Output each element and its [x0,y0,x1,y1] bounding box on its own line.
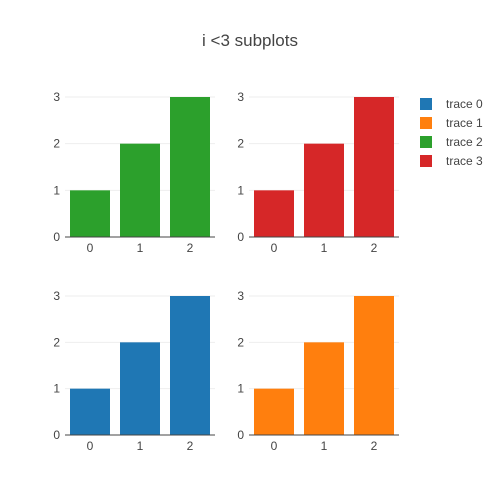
x-tick-label: 0 [271,241,278,255]
legend-label: trace 3 [446,154,483,168]
x-tick-label: 1 [137,241,144,255]
subplot-top-right: 0 1 2 3 0 1 2 [237,90,399,255]
y-tick-label: 2 [237,137,244,151]
x-tick-label: 0 [87,241,94,255]
y-tick-label: 2 [53,137,60,151]
y-tick-label: 3 [53,289,60,303]
legend-swatch [420,155,432,167]
legend-item[interactable]: trace 2 [420,135,483,149]
x-tick-label: 2 [187,439,194,453]
bar [70,388,110,435]
x-tick-label: 0 [271,439,278,453]
y-tick-label: 0 [53,230,60,244]
bar [70,190,110,237]
y-tick-label: 1 [237,382,244,396]
subplot-bottom-left: 0 1 2 3 0 1 2 [53,289,215,453]
legend-item[interactable]: trace 0 [420,97,483,111]
legend-label: trace 2 [446,135,483,149]
bar [304,143,344,237]
legend-swatch [420,136,432,148]
bar [120,143,160,237]
bar [354,296,394,435]
bar [304,342,344,435]
bar [170,97,210,237]
legend-item[interactable]: trace 3 [420,154,483,168]
x-tick-label: 2 [371,439,378,453]
y-tick-label: 1 [53,183,60,197]
x-tick-label: 2 [371,241,378,255]
y-tick-label: 3 [237,289,244,303]
subplots-group: 0 1 2 3 0 1 2 0 1 2 3 0 1 2 0 1 2 3 0 1 2 0 1 2 3 0 1 2 [53,90,399,453]
bar [120,342,160,435]
subplot-bottom-right: 0 1 2 3 0 1 2 [237,289,399,453]
y-tick-label: 0 [53,428,60,442]
bar [354,97,394,237]
legend-label: trace 1 [446,116,483,130]
x-tick-label: 1 [137,439,144,453]
subplot-top-left: 0 1 2 3 0 1 2 [53,90,215,255]
bar [170,296,210,435]
y-tick-label: 3 [237,90,244,104]
x-tick-label: 1 [321,439,328,453]
legend-swatch [420,98,432,110]
chart-title: i <3 subplots [202,31,298,50]
legend-swatch [420,117,432,129]
legend: trace 0 trace 1 trace 2 trace 3 [420,97,483,168]
x-tick-label: 0 [87,439,94,453]
bar [254,388,294,435]
legend-item[interactable]: trace 1 [420,116,483,130]
y-tick-label: 0 [237,428,244,442]
legend-label: trace 0 [446,97,483,111]
y-tick-label: 2 [237,335,244,349]
x-tick-label: 2 [187,241,194,255]
y-tick-label: 0 [237,230,244,244]
bar [254,190,294,237]
x-tick-label: 1 [321,241,328,255]
y-tick-label: 1 [53,382,60,396]
y-tick-label: 2 [53,335,60,349]
y-tick-label: 3 [53,90,60,104]
y-tick-label: 1 [237,183,244,197]
